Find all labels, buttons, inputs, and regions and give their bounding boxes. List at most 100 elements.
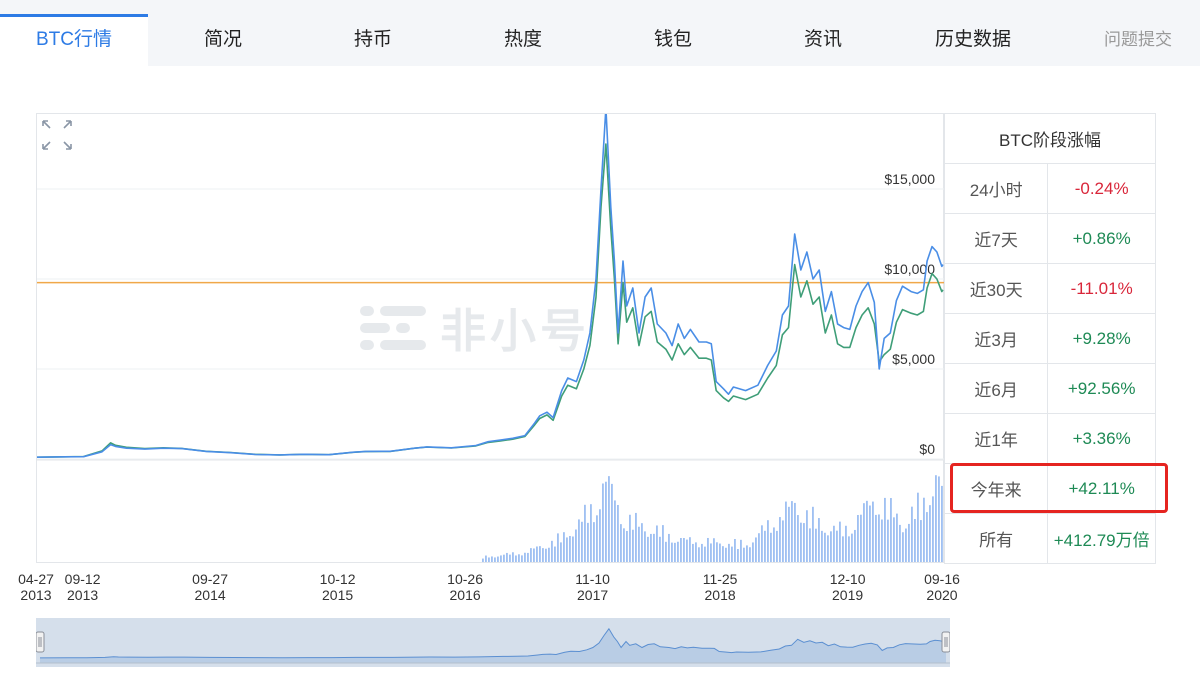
x-tick-date: 10-12 — [319, 571, 356, 587]
x-tick-label: 10-26 2016 — [430, 571, 500, 603]
volume-bar — [557, 533, 559, 562]
tab-history[interactable]: 历史数据 — [934, 29, 1011, 50]
tab-feedback[interactable]: 问题提交 — [1104, 30, 1172, 49]
y-tick-label: $10,000 — [884, 261, 935, 277]
volume-bar — [647, 536, 649, 562]
chart-canvas: $15,000 $10,000 $5,000 $0 — [37, 114, 945, 562]
volume-bar — [629, 514, 631, 562]
volume-bar — [884, 497, 886, 562]
volume-bar — [887, 519, 889, 562]
volume-bar — [662, 525, 664, 562]
volume-bar — [869, 505, 871, 562]
volume-bar — [491, 556, 493, 562]
y-tick-label: $0 — [919, 441, 935, 457]
tab-popularity[interactable]: 热度 — [503, 29, 542, 50]
tab-news[interactable]: 资讯 — [803, 29, 842, 50]
x-tick-date: 04-27 — [18, 571, 54, 587]
change-value: +42.11% — [1047, 463, 1156, 514]
volume-bar — [908, 523, 910, 562]
volume-bar — [728, 543, 730, 562]
volume-bar — [911, 506, 913, 562]
navigator-handle-right[interactable] — [941, 631, 950, 653]
volume-bar — [698, 547, 700, 562]
volume-bar — [758, 533, 760, 562]
expand-icon[interactable] — [40, 118, 74, 152]
volume-bar — [740, 539, 742, 562]
volume-bar — [872, 501, 874, 562]
navigator-line — [39, 627, 947, 659]
volume-bar — [848, 536, 850, 562]
all-time-link[interactable]: 所有 — [943, 513, 1049, 564]
volume-bar — [905, 528, 907, 562]
volume-bar — [722, 546, 724, 562]
tab-wallet[interactable]: 钱包 — [653, 29, 692, 50]
volume-bar — [755, 537, 757, 562]
volume-bar — [839, 521, 841, 562]
tab-overview[interactable]: 简况 — [203, 29, 242, 50]
change-value: +9.28% — [1047, 313, 1156, 364]
x-tick-year: 2013 — [20, 587, 52, 603]
change-label: 近6月 — [943, 363, 1049, 414]
volume-bar — [779, 517, 781, 562]
volume-bar — [863, 503, 865, 562]
volume-bar — [626, 530, 628, 562]
x-tick-date: 09-27 — [192, 571, 228, 587]
y-tick-label: $15,000 — [884, 171, 935, 187]
volume-bar — [824, 532, 826, 562]
volume-bar — [560, 542, 562, 562]
volume-bar — [641, 523, 643, 562]
volume-bar — [809, 528, 811, 562]
volume-bar — [530, 548, 532, 562]
price-chart: $15,000 $10,000 $5,000 $0 — [36, 113, 945, 563]
volume-bar — [845, 525, 847, 562]
volume-bar — [590, 504, 592, 562]
change-row-ytd: 今年来 +42.11% — [943, 463, 1156, 514]
x-tick-label: 09-16 2020 — [907, 571, 977, 603]
x-tick-label: 12-10 2019 — [813, 571, 883, 603]
volume-bar — [857, 515, 859, 562]
volume-bar — [500, 555, 502, 562]
volume-bar — [746, 545, 748, 562]
x-tick-year: 2014 — [194, 587, 226, 603]
change-value: -0.24% — [1047, 163, 1156, 214]
volume-bar — [548, 547, 550, 562]
volume-bar — [767, 520, 769, 562]
volume-bar — [782, 520, 784, 562]
change-row-all[interactable]: 所有 +412.79万倍 — [943, 513, 1156, 564]
volume-bar — [671, 542, 673, 562]
volume-bar — [734, 539, 736, 562]
volume-bar — [494, 557, 496, 562]
change-value: +3.36% — [1047, 413, 1156, 464]
change-row-24h: 24小时 -0.24% — [943, 163, 1156, 214]
volume-bar — [596, 515, 598, 562]
x-tick-year: 2015 — [322, 587, 354, 603]
volume-bar — [482, 558, 484, 562]
volume-bar — [710, 543, 712, 562]
volume-bar — [785, 501, 787, 562]
volume-bar — [815, 528, 817, 562]
volume-bar — [506, 552, 508, 562]
x-tick-year: 2020 — [926, 587, 958, 603]
range-navigator[interactable] — [36, 618, 950, 667]
change-value: -11.01% — [1047, 263, 1156, 314]
volume-bar — [899, 524, 901, 562]
volume-bar — [653, 533, 655, 562]
change-row-6m: 近6月 +92.56% — [943, 363, 1156, 414]
volume-bar — [551, 540, 553, 562]
tab-btc-market[interactable]: BTC行情 — [0, 14, 148, 66]
volume-bar — [581, 521, 583, 562]
volume-bar — [659, 536, 661, 562]
volume-bar — [881, 519, 883, 562]
y-tick-label: $5,000 — [892, 351, 935, 367]
volume-bar — [635, 512, 637, 562]
volume-bar — [776, 530, 778, 562]
tab-holdings[interactable]: 持币 — [353, 29, 392, 50]
navigator-handle-left[interactable] — [36, 631, 45, 653]
volume-bar — [713, 538, 715, 562]
volume-bar — [689, 537, 691, 562]
volume-bar — [701, 543, 703, 562]
volume-bar — [692, 543, 694, 562]
x-tick-year: 2016 — [449, 587, 481, 603]
change-label: 近3月 — [943, 313, 1049, 364]
volume-bar — [527, 552, 529, 562]
